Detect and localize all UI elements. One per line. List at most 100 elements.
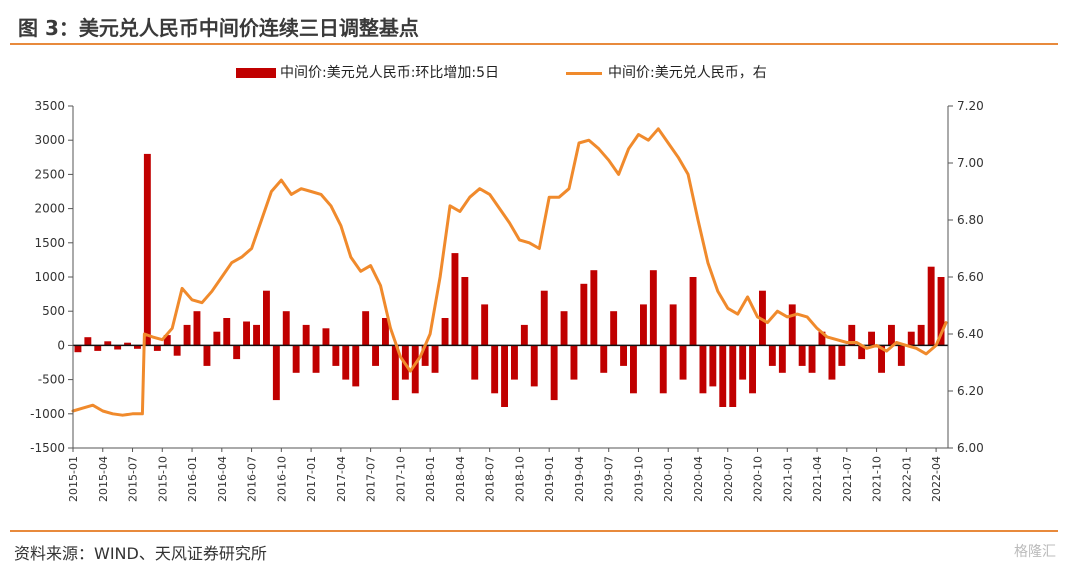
bottom-divider	[10, 530, 1058, 532]
bar	[679, 345, 687, 380]
x-tick-label: 2016-01	[186, 456, 199, 502]
bar	[640, 304, 647, 346]
bar	[362, 311, 370, 346]
bar	[878, 345, 885, 373]
right-tick-label: 7.00	[957, 156, 984, 170]
bar	[243, 321, 250, 346]
chart-title: 图 3：美元兑人民币中间价连续三日调整基点	[18, 16, 419, 40]
right-tick-label: 6.20	[957, 384, 984, 398]
bar	[570, 345, 578, 380]
bar	[610, 311, 618, 346]
bar	[421, 345, 429, 366]
bar	[749, 345, 756, 394]
left-tick-label: 2500	[34, 167, 65, 181]
left-tick-label: -1500	[30, 441, 65, 455]
x-tick-label: 2020-07	[722, 456, 735, 502]
right-tick-label: 6.80	[957, 213, 984, 227]
bar	[659, 345, 667, 394]
bar	[391, 345, 399, 401]
bar	[173, 345, 181, 356]
x-tick-label: 2018-07	[484, 456, 497, 502]
bar	[471, 345, 479, 380]
x-tick-label: 2017-07	[365, 456, 378, 502]
bar	[937, 277, 945, 346]
x-tick-label: 2018-04	[454, 456, 467, 502]
bar	[74, 345, 82, 353]
bar	[669, 304, 677, 346]
bar	[382, 318, 389, 346]
x-tick-label: 2015-07	[127, 456, 140, 502]
bar	[927, 266, 935, 346]
bar	[520, 324, 528, 346]
bar	[649, 270, 657, 346]
bar	[550, 345, 558, 401]
bar	[431, 345, 439, 373]
bar	[630, 345, 637, 394]
bar	[332, 345, 340, 366]
right-tick-label: 6.60	[957, 270, 984, 284]
x-tick-label: 2017-10	[394, 456, 407, 502]
bar	[590, 270, 598, 346]
bar	[868, 331, 875, 346]
x-tick-label: 2020-04	[692, 456, 705, 502]
left-tick-label: 1000	[34, 270, 65, 284]
bar	[719, 345, 727, 407]
bar	[441, 318, 449, 346]
bar	[540, 290, 548, 346]
bar	[223, 318, 231, 346]
left-tick-label: 500	[42, 304, 65, 318]
bar	[451, 253, 459, 346]
bar	[114, 345, 122, 350]
bar	[580, 283, 588, 346]
left-tick-label: 3000	[34, 133, 65, 147]
bar	[163, 335, 171, 346]
bar	[312, 345, 320, 373]
bar	[134, 345, 141, 349]
legend-bar-swatch	[236, 68, 276, 78]
bar	[491, 345, 499, 394]
bar	[193, 311, 201, 346]
x-tick-label: 2019-07	[603, 456, 616, 502]
x-tick-label: 2015-04	[97, 456, 110, 502]
bar	[411, 345, 419, 394]
bar	[828, 345, 836, 380]
x-tick-label: 2020-10	[752, 456, 765, 502]
x-tick-label: 2017-01	[305, 456, 318, 502]
x-tick-label: 2021-10	[871, 456, 884, 502]
x-tick-label: 2020-01	[662, 456, 675, 502]
bar	[282, 311, 290, 346]
left-tick-label: 3500	[34, 99, 65, 113]
x-tick-label: 2016-10	[275, 456, 288, 502]
legend-item-bar: 中间价:美元兑人民币:环比增加:5日	[236, 62, 499, 82]
bar	[888, 324, 895, 346]
bar	[917, 324, 925, 346]
top-divider	[10, 43, 1058, 45]
bar	[897, 345, 905, 366]
bar	[292, 345, 300, 373]
bar	[322, 328, 330, 346]
axes: 3500 3000 2500 2000 1500 1000 500 0 -500 -1000 -15…	[30, 99, 984, 502]
bar	[768, 345, 776, 366]
bar	[143, 153, 151, 346]
bar	[501, 345, 508, 407]
x-tick-label: 2015-01	[67, 456, 80, 502]
right-tick-label: 6.00	[957, 441, 984, 455]
x-tick-label: 2015-10	[156, 456, 169, 502]
bar	[699, 345, 707, 394]
bar	[203, 345, 211, 366]
legend-bar-label: 中间价:美元兑人民币:环比增加:5日	[280, 65, 500, 81]
left-tick-label: -500	[38, 373, 65, 387]
bar	[124, 342, 131, 346]
bar	[838, 345, 846, 366]
bar	[778, 345, 786, 373]
bar	[709, 345, 717, 387]
left-tick-label: 0	[57, 338, 65, 352]
line-series	[71, 127, 948, 417]
bar	[689, 277, 697, 346]
x-tick-label: 2018-01	[424, 456, 437, 502]
left-tick-label: 1500	[34, 236, 65, 250]
x-tick-label: 2017-04	[335, 456, 348, 502]
x-tick-label: 2022-04	[930, 456, 943, 502]
bar	[907, 331, 915, 346]
x-tick-label: 2021-04	[811, 456, 824, 502]
